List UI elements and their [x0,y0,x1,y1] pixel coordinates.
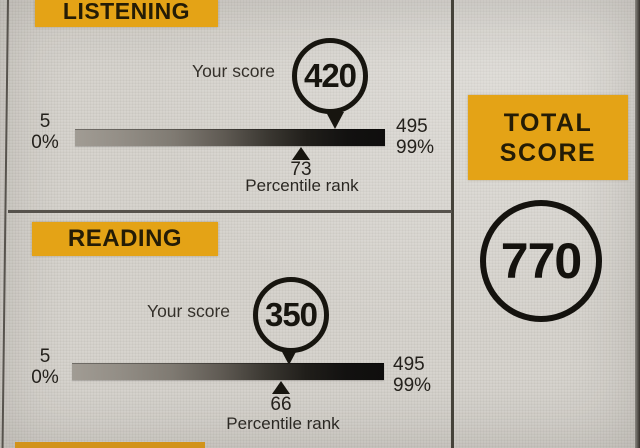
total-score-circle: 770 [480,200,602,322]
total-score-value: 770 [500,233,582,289]
reading-scale-max: 495 99% [393,354,447,396]
reading-scale-min-score: 5 [39,346,51,367]
listening-scale-min-percent: 0% [31,132,59,153]
total-score-header-line1: TOTAL [503,108,593,137]
reading-scale-max-score: 495 [393,354,425,375]
listening-scale-min: 5 0% [24,111,66,153]
total-score-header-line2: SCORE [499,138,597,167]
listening-scale-min-score: 5 [39,111,51,132]
reading-header: READING [32,222,218,256]
listening-your-score-label: Your score [192,61,276,81]
panel-border-vertical [451,0,454,448]
reading-your-score-label: Your score [147,301,231,321]
reading-scale-max-percent: 99% [393,375,432,396]
reading-header-label: READING [67,225,183,252]
reading-scale-min-percent: 0% [31,367,59,388]
listening-score-bar [75,129,385,146]
reading-score-value: 350 [264,296,318,333]
panel-border-left [1,0,9,448]
panel-divider [8,210,452,213]
reading-score-pointer-icon [280,348,298,365]
listening-score-pointer-icon [326,112,344,129]
photo-right-edge [635,0,640,448]
next-section-header-edge [15,442,205,448]
total-score-header: TOTAL SCORE [468,95,628,180]
reading-percentile-value: 66 [270,394,292,415]
reading-percentile-marker-icon [272,381,290,394]
listening-percentile-marker-icon [292,147,310,160]
listening-scale-max-percent: 99% [396,137,435,158]
listening-percentile-value: 73 [290,159,312,180]
reading-score-circle: 350 [253,277,329,353]
listening-header-label: LISTENING [62,0,191,24]
reading-score-bar [72,363,384,380]
listening-scale-max: 495 99% [396,116,450,158]
listening-header: LISTENING [35,0,218,27]
reading-scale-min: 5 0% [24,346,66,388]
listening-percentile-label: Percentile rank [245,176,359,195]
reading-percentile-label: Percentile rank [226,414,340,433]
listening-score-value: 420 [303,57,357,94]
listening-score-circle: 420 [292,38,368,114]
listening-scale-max-score: 495 [396,116,428,137]
